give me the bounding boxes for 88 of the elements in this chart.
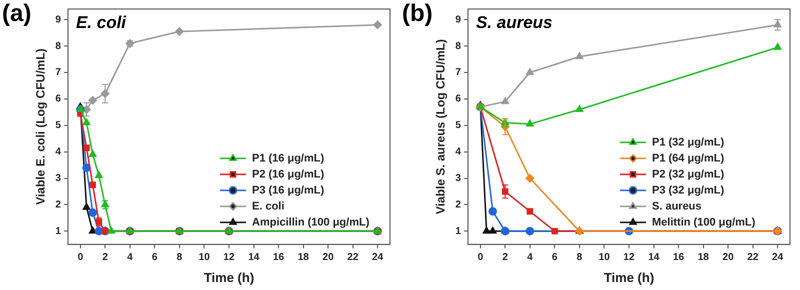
y-tick-label: 9 bbox=[455, 14, 462, 26]
legend-label: P2 (16 μg/mL) bbox=[252, 168, 324, 180]
point bbox=[108, 226, 116, 234]
x-tick-label: 16 bbox=[672, 252, 685, 264]
point bbox=[482, 226, 490, 234]
point bbox=[82, 118, 90, 126]
point bbox=[82, 203, 90, 210]
point bbox=[526, 68, 534, 75]
x-tick-label: 18 bbox=[698, 252, 710, 264]
point bbox=[576, 105, 584, 112]
point bbox=[88, 208, 97, 217]
y-tick-label: 8 bbox=[455, 40, 462, 52]
point bbox=[576, 52, 584, 60]
x-tick-label: 0 bbox=[478, 252, 484, 264]
legend-label: P3 (16 μg/mL) bbox=[252, 184, 324, 196]
y-tick-label: 6 bbox=[55, 94, 62, 105]
y-tick-label: 3 bbox=[55, 173, 62, 184]
x-tick-label: 18 bbox=[298, 252, 310, 264]
y-tick-label: 8 bbox=[55, 40, 62, 52]
x-tick-label: 12 bbox=[623, 252, 635, 264]
chart-title: (a) bbox=[2, 0, 32, 28]
x-tick-label: 4 bbox=[127, 252, 134, 264]
point bbox=[774, 20, 782, 28]
x-tick-label: 14 bbox=[648, 252, 660, 264]
x-axis-title: Time (h) bbox=[204, 270, 254, 285]
y-axis-title: Viable E. coli (Log CFU/mL) bbox=[34, 48, 48, 205]
point bbox=[88, 226, 97, 234]
point bbox=[95, 171, 103, 178]
point bbox=[88, 96, 97, 104]
point bbox=[373, 20, 382, 30]
legend-label: P3 (32 μg/mL) bbox=[652, 184, 724, 196]
y-tick-label: 6 bbox=[455, 94, 462, 105]
legend-label: Melittin (100 μg/mL) bbox=[652, 216, 756, 228]
x-tick-label: 0 bbox=[78, 252, 84, 264]
x-tick-label: 6 bbox=[152, 252, 158, 264]
x-tick-label: 16 bbox=[272, 252, 285, 264]
y-tick-label: 5 bbox=[455, 120, 462, 132]
x-tick-label: 20 bbox=[322, 252, 334, 264]
point bbox=[551, 228, 558, 234]
x-tick-label: 20 bbox=[722, 252, 734, 264]
x-tick-label: 10 bbox=[598, 252, 610, 264]
x-tick-label: 24 bbox=[772, 252, 784, 264]
point bbox=[526, 120, 534, 127]
x-tick-label: 14 bbox=[248, 252, 260, 264]
point bbox=[526, 208, 534, 215]
legend-label: P1 (16 μg/mL) bbox=[252, 152, 324, 164]
y-tick-label: 4 bbox=[455, 146, 462, 158]
x-tick-label: 22 bbox=[347, 252, 359, 264]
point bbox=[774, 43, 782, 50]
point bbox=[488, 207, 497, 216]
y-tick-label: 1 bbox=[55, 226, 62, 237]
x-tick-label: 12 bbox=[223, 252, 235, 264]
x-axis-title: Time (h) bbox=[604, 270, 654, 285]
y-tick-label: 7 bbox=[55, 67, 62, 78]
legend-label: Ampicillin (100 μg/mL) bbox=[252, 216, 370, 228]
y-tick-label: 2 bbox=[455, 199, 462, 210]
point bbox=[488, 226, 497, 234]
legend-label: S. aureus bbox=[652, 200, 702, 212]
annotation: E. coli bbox=[76, 13, 128, 32]
y-tick-label: 5 bbox=[55, 120, 62, 132]
point bbox=[88, 150, 97, 157]
chart-title: (b) bbox=[402, 0, 433, 28]
y-axis-title: Viable S. aureus (Log CFU/mL) bbox=[434, 39, 448, 214]
x-tick-label: 8 bbox=[576, 252, 583, 264]
y-tick-label: 2 bbox=[55, 199, 62, 210]
point bbox=[90, 182, 96, 188]
point bbox=[526, 226, 534, 236]
y-tick-label: 1 bbox=[455, 226, 462, 237]
x-tick-label: 4 bbox=[527, 252, 534, 264]
x-tick-label: 22 bbox=[747, 252, 759, 264]
x-tick-label: 6 bbox=[552, 252, 558, 264]
x-tick-label: 2 bbox=[502, 252, 508, 264]
point bbox=[526, 174, 534, 183]
x-tick-label: 24 bbox=[372, 252, 384, 264]
point bbox=[83, 144, 90, 152]
y-tick-label: 4 bbox=[55, 146, 62, 158]
y-tick-label: 7 bbox=[455, 67, 462, 78]
x-tick-label: 2 bbox=[102, 252, 108, 264]
legend-label: P1 (64 μg/mL) bbox=[652, 152, 724, 164]
legend-label: P2 (32 μg/mL) bbox=[652, 168, 724, 180]
x-tick-label: 10 bbox=[198, 252, 210, 264]
legend-label: E. coli bbox=[252, 200, 284, 212]
legend-label: P1 (32 μg/mL) bbox=[652, 136, 724, 148]
point bbox=[501, 97, 509, 104]
annotation: S. aureus bbox=[476, 13, 553, 32]
x-tick-label: 8 bbox=[176, 252, 183, 264]
y-tick-label: 3 bbox=[455, 173, 462, 184]
y-tick-label: 9 bbox=[55, 14, 62, 26]
